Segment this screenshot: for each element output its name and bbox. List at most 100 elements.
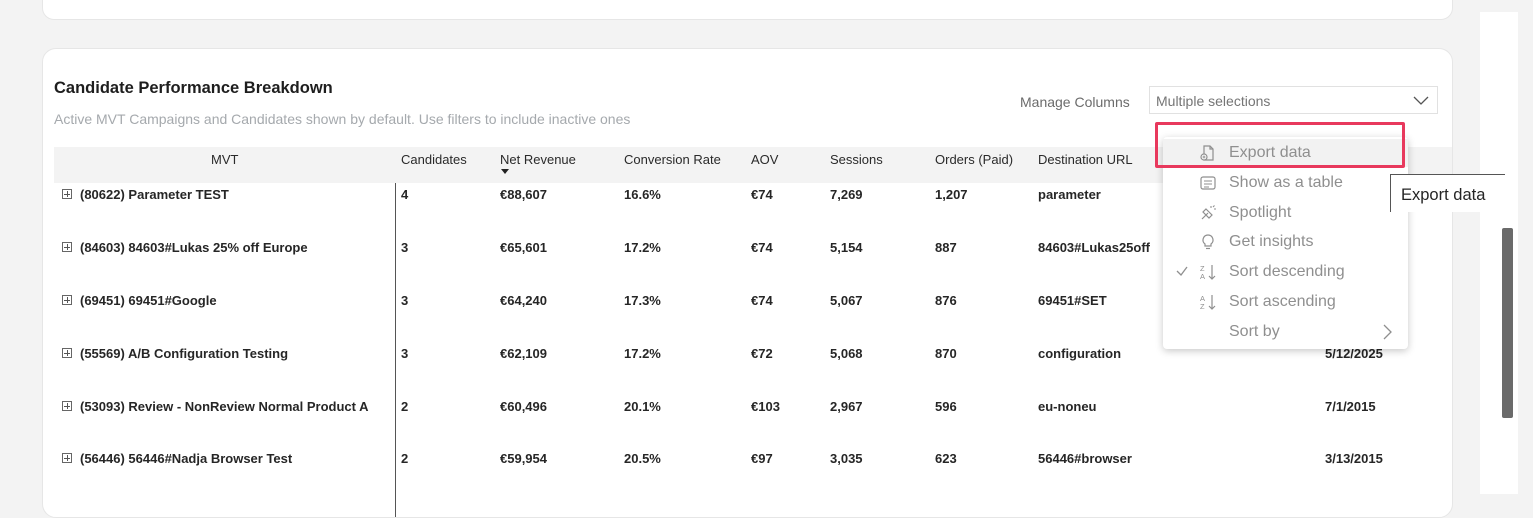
header-net-revenue[interactable]: Net Revenue [500, 152, 576, 167]
manage-columns-dropdown[interactable]: Multiple selections [1149, 86, 1438, 114]
menu-item-label: Sort by [1229, 323, 1280, 340]
cell-destination: 69451#SET [1038, 293, 1107, 308]
table-row[interactable]: (55569) A/B Configuration Testing 3 €62,… [43, 346, 1452, 366]
cell-sessions: 7,269 [830, 187, 863, 202]
menu-item-label: Sort ascending [1229, 293, 1336, 310]
cell-orders: 876 [935, 293, 957, 308]
cell-net-revenue: €88,607 [500, 187, 547, 202]
svg-text:Z: Z [1200, 302, 1205, 311]
scrollbar-thumb[interactable] [1502, 228, 1513, 418]
cell-destination: 84603#Lukas25off [1038, 240, 1151, 255]
card-subtitle: Active MVT Campaigns and Candidates show… [54, 111, 631, 127]
table-row[interactable]: (69451) 69451#Google 3 €64,240 17.3% €74… [43, 293, 1452, 313]
cell-destination: configuration [1038, 346, 1122, 361]
chevron-down-icon [1413, 96, 1429, 105]
manage-columns-label: Manage Columns [1020, 94, 1130, 110]
menu-item-show-as-table[interactable]: Show as a table [1163, 169, 1408, 197]
cell-conversion-rate: 17.3% [624, 293, 661, 308]
header-sessions[interactable]: Sessions [830, 152, 883, 167]
export-icon [1200, 145, 1214, 161]
cell-net-revenue: €62,109 [500, 346, 547, 361]
cell-sessions: 2,967 [830, 399, 863, 414]
tooltip: Export data [1390, 174, 1505, 212]
spotlight-icon [1201, 205, 1216, 220]
cell-mvt: (53093) Review - NonReview Normal Produc… [80, 399, 369, 414]
cell-sessions: 5,068 [830, 346, 863, 361]
svg-text:A: A [1200, 272, 1205, 281]
expand-icon[interactable] [62, 295, 72, 305]
cell-aov: €74 [751, 187, 773, 202]
header-candidates[interactable]: Candidates [401, 152, 467, 167]
expand-icon[interactable] [62, 189, 72, 199]
cell-aov: €74 [751, 240, 773, 255]
manage-columns-value: Multiple selections [1156, 93, 1271, 109]
cell-orders: 623 [935, 451, 957, 466]
cell-orders: 870 [935, 346, 957, 361]
cell-mvt: (55569) A/B Configuration Testing [80, 346, 289, 361]
menu-item-sort-by[interactable]: Sort by [1163, 318, 1408, 346]
menu-item-spotlight[interactable]: Spotlight [1163, 199, 1408, 227]
cell-candidates: 3 [401, 346, 409, 361]
cell-conversion-rate: 20.1% [624, 399, 661, 414]
cell-date: 7/1/2015 [1325, 399, 1376, 414]
card-title: Candidate Performance Breakdown [54, 79, 333, 97]
cell-conversion-rate: 17.2% [624, 240, 661, 255]
cell-aov: €72 [751, 346, 773, 361]
header-aov[interactable]: AOV [751, 152, 779, 167]
cell-candidates: 3 [401, 293, 409, 308]
menu-item-label: Show as a table [1229, 174, 1343, 191]
cell-net-revenue: €60,496 [500, 399, 547, 414]
cell-aov: €74 [751, 293, 773, 308]
expand-icon[interactable] [62, 401, 72, 411]
cell-mvt: (69451) 69451#Google [80, 293, 217, 308]
table-icon [1200, 176, 1216, 190]
cell-sessions: 5,154 [830, 240, 863, 255]
menu-item-get-insights[interactable]: Get insights [1163, 228, 1408, 256]
header-orders-paid[interactable]: Orders (Paid) [935, 152, 1014, 167]
svg-text:A: A [1200, 294, 1205, 303]
cell-orders: 596 [935, 399, 957, 414]
menu-item-label: Sort descending [1229, 263, 1345, 280]
lightbulb-icon [1202, 234, 1214, 250]
cell-mvt: (84603) 84603#Lukas 25% off Europe [80, 240, 308, 255]
cell-sessions: 3,035 [830, 451, 863, 466]
cell-mvt: (80622) Parameter TEST [80, 187, 229, 202]
expand-icon[interactable] [62, 348, 72, 358]
header-conversion-rate[interactable]: Conversion Rate [624, 152, 721, 167]
cell-conversion-rate: 20.5% [624, 451, 661, 466]
cell-date: 5/12/2025 [1325, 346, 1383, 361]
table-row[interactable]: (53093) Review - NonReview Normal Produc… [43, 399, 1452, 419]
expand-icon[interactable] [62, 242, 72, 252]
table-row[interactable]: (56446) 56446#Nadja Browser Test 2 €59,9… [43, 451, 1452, 471]
header-destination-url[interactable]: Destination URL [1038, 152, 1133, 167]
cell-candidates: 2 [401, 451, 409, 466]
cell-conversion-rate: 17.2% [624, 346, 661, 361]
header-mvt[interactable]: MVT [211, 152, 239, 167]
expand-icon[interactable] [62, 453, 72, 463]
cell-candidates: 2 [401, 399, 409, 414]
menu-item-export-data[interactable]: Export data [1163, 139, 1408, 167]
menu-item-label: Spotlight [1229, 204, 1292, 221]
cell-candidates: 4 [401, 187, 409, 202]
cell-destination: eu-noneu [1038, 399, 1097, 414]
checkmark-icon [1176, 266, 1188, 276]
svg-text:Z: Z [1200, 264, 1205, 273]
table-row[interactable]: (84603) 84603#Lukas 25% off Europe 3 €65… [43, 240, 1452, 260]
menu-item-label: Get insights [1229, 233, 1314, 250]
cell-net-revenue: €64,240 [500, 293, 547, 308]
context-menu: Export data Show as a table Spotlight Ge… [1163, 137, 1408, 349]
previous-card [42, 0, 1453, 20]
cell-aov: €97 [751, 451, 773, 466]
table-row[interactable]: (80622) Parameter TEST 4 €88,607 16.6% €… [43, 187, 1452, 207]
cell-conversion-rate: 16.6% [624, 187, 661, 202]
sort-descending-icon: ZA [1200, 264, 1216, 281]
menu-item-label: Export data [1229, 144, 1311, 161]
cell-net-revenue: €59,954 [500, 451, 547, 466]
cell-mvt: (56446) 56446#Nadja Browser Test [80, 451, 293, 466]
sort-descending-indicator-icon [501, 169, 509, 174]
cell-candidates: 3 [401, 240, 409, 255]
cell-orders: 1,207 [935, 187, 968, 202]
cell-destination: parameter [1038, 187, 1101, 202]
